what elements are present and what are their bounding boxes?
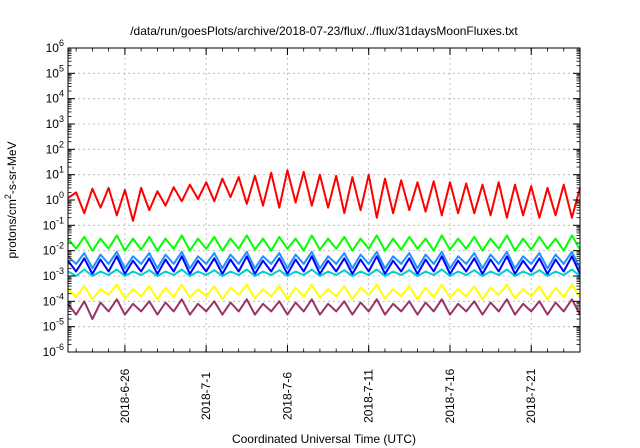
series-line-5 (67, 268, 581, 277)
y-axis-label-sup: 2 (3, 194, 13, 199)
x-tick-label: 2018-7-11 (362, 369, 376, 423)
y-tick-label: 103 (46, 114, 64, 131)
y-tick-label-exponent: 6 (59, 38, 64, 48)
x-tick-label: 2018-6-26 (118, 368, 132, 423)
y-tick-label: 10-3 (43, 266, 64, 283)
y-tick-label: 10-5 (43, 317, 64, 334)
y-tick-label-base: 10 (46, 193, 60, 207)
y-tick-label: 104 (46, 89, 64, 106)
y-tick-label-exponent: -3 (56, 266, 64, 276)
y-tick-label: 10-1 (43, 215, 64, 232)
y-axis-label: protons/cm2-s-sr-MeV (3, 141, 19, 258)
y-tick-label-base: 10 (46, 92, 60, 106)
y-tick-label: 106 (46, 38, 64, 55)
y-tick-label-base: 10 (46, 117, 60, 131)
x-tick-label: 2018-7-1 (199, 372, 213, 420)
y-tick-label: 10-6 (43, 342, 64, 359)
x-tick-label: 2018-7-16 (443, 368, 457, 423)
y-tick-label-base: 10 (43, 244, 57, 258)
x-axis-label: Coordinated Universal Time (UTC) (232, 432, 416, 446)
y-tick-label: 102 (46, 139, 64, 156)
series-group (67, 169, 581, 320)
y-tick-label-exponent: 1 (59, 165, 64, 175)
y-tick-label-base: 10 (46, 41, 60, 55)
y-tick-label: 101 (46, 165, 64, 182)
y-tick-label-base: 10 (46, 142, 60, 156)
y-tick-label-base: 10 (46, 66, 60, 80)
series-line-6 (67, 283, 581, 301)
x-tick-label: 2018-7-21 (524, 368, 538, 423)
y-tick-label-exponent: 0 (59, 190, 64, 200)
series-line-7 (67, 298, 581, 320)
y-tick-label-base: 10 (43, 269, 57, 283)
y-axis-label-main: protons/cm (5, 199, 19, 258)
y-tick-label-exponent: -4 (56, 291, 64, 301)
y-tick-label: 10-4 (43, 291, 64, 308)
y-tick-label-base: 10 (46, 168, 60, 182)
series-line-3 (67, 250, 581, 270)
y-tick-labels: 10-610-510-410-310-210-11001011021031041… (43, 38, 64, 359)
chart-title: /data/run/goesPlots/archive/2018-07-23/f… (130, 24, 518, 38)
y-tick-label-exponent: -5 (56, 317, 64, 327)
y-tick-label-base: 10 (43, 345, 57, 359)
y-tick-label: 105 (46, 63, 64, 80)
series-line-1 (67, 169, 581, 222)
y-tick-label: 100 (46, 190, 64, 207)
y-tick-label-exponent: -6 (56, 342, 64, 352)
y-tick-label-exponent: 4 (59, 89, 64, 99)
y-tick-label-base: 10 (43, 218, 57, 232)
y-tick-label: 10-2 (43, 241, 64, 258)
y-tick-label-exponent: -1 (56, 215, 64, 225)
y-tick-label-exponent: 2 (59, 139, 64, 149)
y-tick-label-base: 10 (43, 320, 57, 334)
y-tick-label-exponent: 3 (59, 114, 64, 124)
x-tick-label: 2018-7-6 (280, 372, 294, 420)
y-tick-label-base: 10 (43, 294, 57, 308)
series-line-2 (67, 234, 581, 252)
series-line-4 (67, 255, 581, 275)
y-tick-label-exponent: -2 (56, 241, 64, 251)
x-tick-labels: 2018-6-26 2018-7-1 2018-7-6 2018-7-11 2018-7… (118, 368, 538, 423)
y-tick-label-exponent: 5 (59, 63, 64, 73)
ticks (68, 47, 581, 353)
y-axis-label-unit: -s-sr-MeV (5, 141, 19, 194)
